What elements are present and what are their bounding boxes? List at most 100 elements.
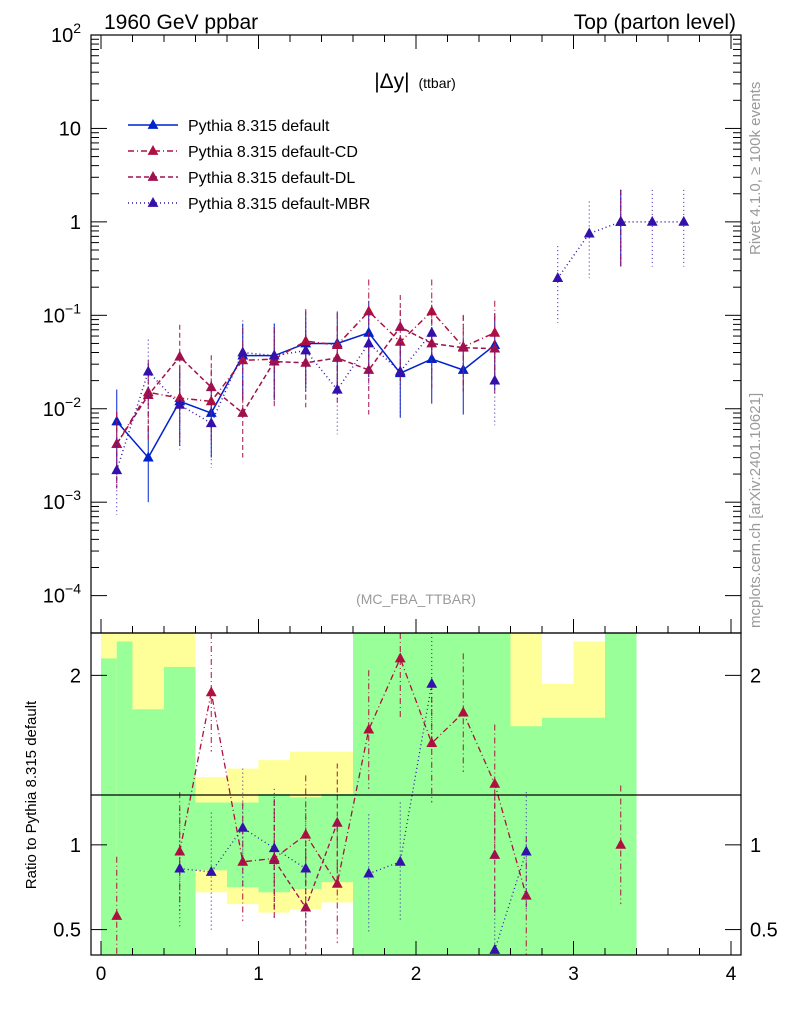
band-green xyxy=(195,802,227,871)
x-tick-label: 1 xyxy=(253,964,264,985)
data-point xyxy=(142,451,154,462)
data-point xyxy=(237,346,249,357)
ratio-ylabel: Ratio to Pythia 8.315 default xyxy=(23,700,40,889)
legend-marker xyxy=(147,197,159,207)
legend: Pythia 8.315 default Pythia 8.315 default… xyxy=(128,118,370,213)
ratio-point xyxy=(331,877,343,888)
data-point xyxy=(394,320,406,331)
data-point xyxy=(363,337,375,348)
data-point xyxy=(646,215,658,226)
x-tick-label: 3 xyxy=(568,964,579,985)
ratio-point xyxy=(268,842,280,853)
y-tick-label: 10−1 xyxy=(43,300,81,327)
data-point xyxy=(426,337,438,348)
x-tick-label: 2 xyxy=(411,964,422,985)
ratio-point xyxy=(331,816,343,827)
header-right: Top (parton level) xyxy=(574,11,736,34)
y-tick-label: 10−3 xyxy=(43,487,81,514)
ratio-point xyxy=(205,865,217,876)
x-tick-label: 4 xyxy=(726,964,737,985)
data-point xyxy=(205,381,217,392)
data-point xyxy=(111,464,123,475)
data-point xyxy=(363,363,375,374)
data-point xyxy=(394,365,406,376)
data-point xyxy=(237,407,249,417)
ratio-point xyxy=(363,867,375,878)
ratio-point xyxy=(457,706,469,717)
band-green xyxy=(132,709,164,955)
band-green xyxy=(573,717,605,955)
x-tick-label: 0 xyxy=(96,964,107,985)
band-green xyxy=(416,633,479,955)
y-tick-label: 10 xyxy=(59,118,81,140)
data-point xyxy=(174,398,186,409)
ratio-point xyxy=(394,855,406,866)
ratio-point xyxy=(520,889,532,900)
legend-label: Pythia 8.315 default-MBR xyxy=(188,196,370,213)
side-text-top: Rivet 4.1.0, ≥ 100k events xyxy=(747,82,764,255)
data-point xyxy=(142,365,154,376)
plot-title: |Δy| (ttbar) xyxy=(374,70,456,93)
data-point xyxy=(583,227,595,238)
ratio-pythia-8-315-default-mbr xyxy=(174,633,532,955)
header-left: 1960 GeV ppbar xyxy=(104,11,258,34)
legend-label: Pythia 8.315 default-DL xyxy=(188,170,355,187)
ratio-point xyxy=(111,910,123,920)
ratio-y-tick-label: 0.5 xyxy=(53,920,81,942)
ratio-point xyxy=(489,777,501,788)
band-green xyxy=(542,717,574,955)
data-point xyxy=(457,341,469,352)
legend-label: Pythia 8.315 default-CD xyxy=(188,144,358,161)
band-green xyxy=(101,658,117,955)
main-series xyxy=(111,189,690,515)
data-point xyxy=(363,305,375,316)
legend-marker xyxy=(147,119,159,129)
data-point xyxy=(489,326,501,337)
band-green xyxy=(605,633,637,955)
ratio-point xyxy=(426,737,438,748)
data-point xyxy=(489,342,501,353)
ratio-point xyxy=(394,652,406,663)
data-point xyxy=(142,389,154,399)
y-tick-label: 10−2 xyxy=(43,394,81,421)
data-point xyxy=(205,395,217,406)
legend-marker xyxy=(147,145,159,155)
data-point xyxy=(205,417,217,428)
data-point xyxy=(489,374,501,385)
legend-label: Pythia 8.315 default xyxy=(188,118,330,135)
ratio-point xyxy=(426,677,438,688)
ratio-y-tick-label: 2 xyxy=(70,665,81,687)
data-point xyxy=(552,272,564,283)
data-point xyxy=(300,356,312,367)
ratio-point xyxy=(300,901,312,912)
ratio-point xyxy=(489,943,501,954)
side-text-bottom: mcplots.cern.ch [arXiv:2401.10621] xyxy=(747,393,764,628)
data-point xyxy=(174,350,186,361)
plot-title-sub: (ttbar) xyxy=(418,75,455,91)
ratio-pythia-8-315-default-cd xyxy=(111,633,627,955)
ratio-point xyxy=(615,838,627,849)
ratio-point xyxy=(520,845,532,856)
ratio-point xyxy=(268,854,280,864)
ratio-point xyxy=(174,845,186,856)
ratio-point xyxy=(205,686,217,697)
legend-marker xyxy=(147,171,159,181)
ratio-point xyxy=(489,849,501,859)
ratio-y-tick-label-right: 1 xyxy=(750,835,761,857)
data-point xyxy=(426,305,438,316)
band-green xyxy=(116,641,133,955)
data-point xyxy=(426,353,438,363)
y-tick-label: 10−4 xyxy=(43,581,81,608)
ratio-y-tick-label-right: 2 xyxy=(750,665,761,687)
data-point xyxy=(331,383,343,394)
ratio-point xyxy=(174,862,186,873)
data-point xyxy=(394,335,406,346)
ratio-y-tick-label-right: 0.5 xyxy=(750,920,778,942)
data-point xyxy=(237,354,249,365)
ratio-pythia-8-315-default-dl xyxy=(268,763,501,955)
main-axes-ticks: 0 1 2 3 4 102 10 1 10−1 10−2 10−3 10−4 0.5 0.5 1 1 2 2 xyxy=(43,20,778,985)
ratio-frame xyxy=(90,632,742,956)
data-point xyxy=(268,349,280,360)
data-point xyxy=(678,215,690,226)
